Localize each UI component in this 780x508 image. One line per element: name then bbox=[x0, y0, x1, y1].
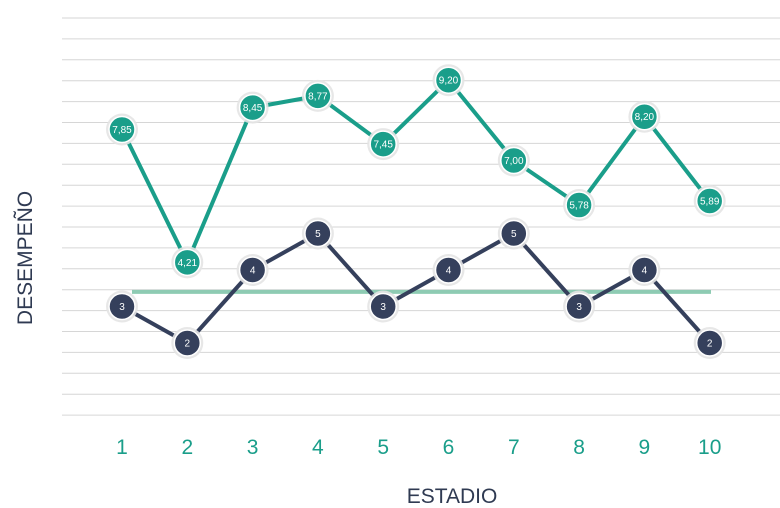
data-label: 2 bbox=[185, 339, 191, 350]
data-label: 8,45 bbox=[243, 103, 263, 114]
data-label: 3 bbox=[119, 302, 125, 313]
data-label: 3 bbox=[576, 302, 582, 313]
data-point bbox=[369, 292, 397, 321]
data-point bbox=[238, 93, 267, 122]
x-tick-label: 7 bbox=[508, 436, 520, 459]
x-axis-title: ESTADIO bbox=[407, 485, 498, 508]
data-point bbox=[695, 329, 724, 357]
data-point bbox=[630, 256, 659, 284]
data-point bbox=[173, 248, 202, 277]
data-point bbox=[565, 292, 593, 321]
series-2: 3 2 4 5 3 4 5 3 4 2 bbox=[106, 217, 726, 359]
x-tick-label: 3 bbox=[247, 436, 259, 459]
series-layer: 7,85 4,21 8,45 8,77 7,45 9,20 7,00 5,78 8,20 5,89… bbox=[106, 64, 726, 359]
x-tick-label: 2 bbox=[181, 436, 193, 459]
x-tick-label: 8 bbox=[573, 436, 585, 459]
x-tick-label: 4 bbox=[312, 436, 324, 459]
data-point bbox=[238, 256, 267, 284]
data-point bbox=[108, 292, 136, 321]
data-point bbox=[434, 256, 463, 284]
data-point bbox=[695, 187, 724, 215]
data-label: 5 bbox=[315, 229, 321, 240]
data-point bbox=[173, 329, 202, 357]
data-point bbox=[500, 219, 528, 248]
x-tick-label: 6 bbox=[443, 436, 455, 459]
data-label: 5 bbox=[511, 229, 517, 240]
x-tick-label: 10 bbox=[698, 436, 721, 459]
data-label: 4 bbox=[642, 266, 648, 277]
data-label: 7,45 bbox=[373, 140, 393, 151]
data-label: 4 bbox=[446, 266, 452, 277]
data-label: 5,89 bbox=[700, 197, 720, 208]
data-point bbox=[500, 146, 528, 175]
x-tick-label: 9 bbox=[639, 436, 651, 459]
x-tick-label: 5 bbox=[377, 436, 389, 459]
data-label: 7,85 bbox=[112, 125, 132, 136]
data-point bbox=[304, 219, 332, 248]
series-line bbox=[121, 231, 712, 345]
data-label: 9,20 bbox=[439, 76, 459, 87]
data-label: 4 bbox=[250, 266, 256, 277]
data-label: 3 bbox=[380, 302, 386, 313]
data-point bbox=[108, 115, 136, 144]
data-label: 8,20 bbox=[635, 112, 655, 123]
y-axis-title: DESEMPEÑO bbox=[13, 191, 37, 325]
x-tick-label: 1 bbox=[116, 436, 128, 459]
data-label: 4,21 bbox=[178, 258, 198, 269]
data-point bbox=[630, 102, 659, 131]
data-point bbox=[304, 82, 332, 110]
gridlines bbox=[62, 17, 780, 416]
data-label: 7,00 bbox=[504, 156, 524, 167]
data-point bbox=[434, 66, 463, 94]
data-label: 5,78 bbox=[569, 201, 589, 212]
x-tick-labels: 1 2 3 4 5 6 7 8 9 10 bbox=[116, 436, 721, 459]
series-1: 7,85 4,21 8,45 8,77 7,45 9,20 7,00 5,78 8,20 5,89 bbox=[106, 64, 726, 279]
data-point bbox=[369, 130, 397, 158]
data-label: 2 bbox=[707, 339, 713, 350]
data-point bbox=[565, 191, 593, 219]
data-label: 8,77 bbox=[308, 91, 328, 102]
series-line bbox=[120, 78, 712, 265]
